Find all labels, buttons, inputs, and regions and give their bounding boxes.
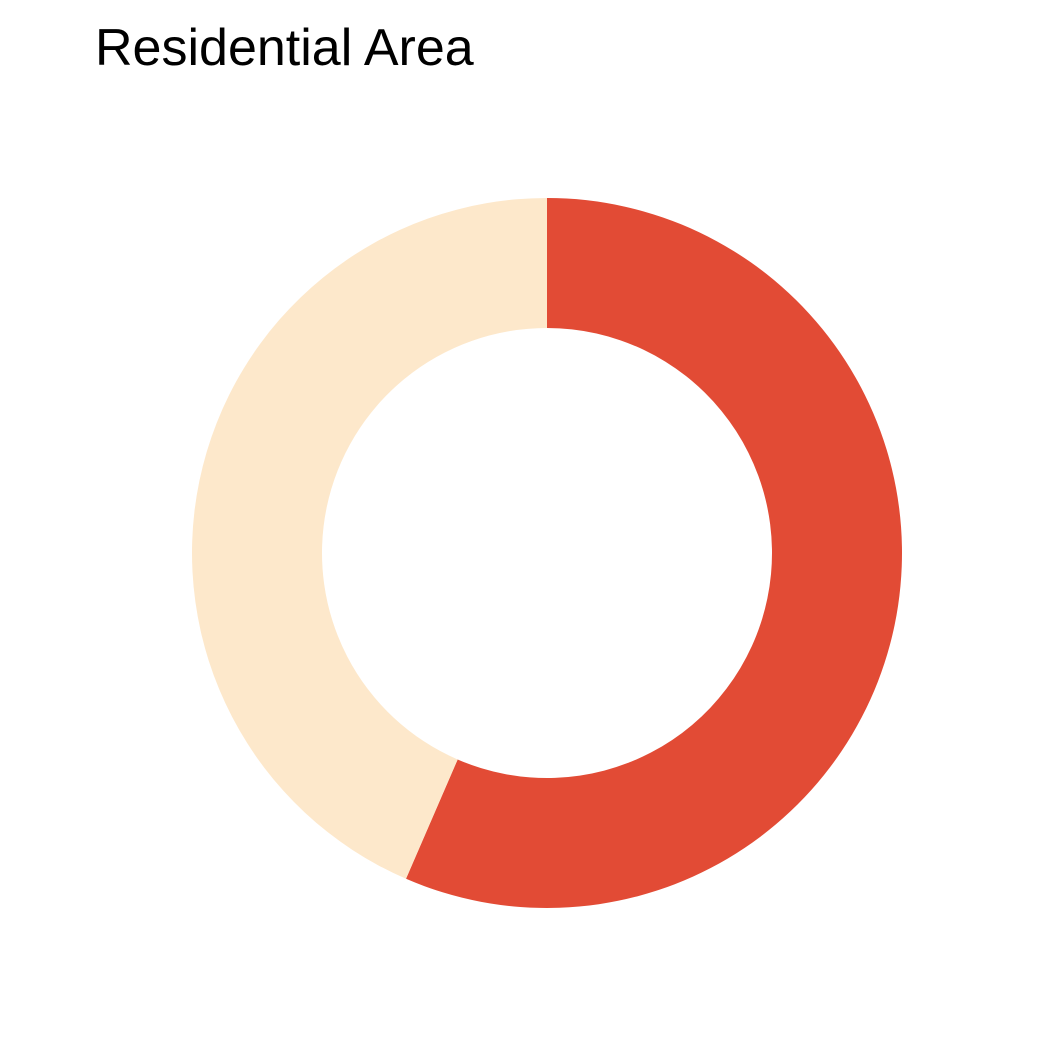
- donut-slice-2: [191, 198, 547, 879]
- chart-title: Residential Area: [95, 19, 474, 77]
- donut-slices: [191, 198, 902, 908]
- donut-slice-1: [406, 198, 902, 908]
